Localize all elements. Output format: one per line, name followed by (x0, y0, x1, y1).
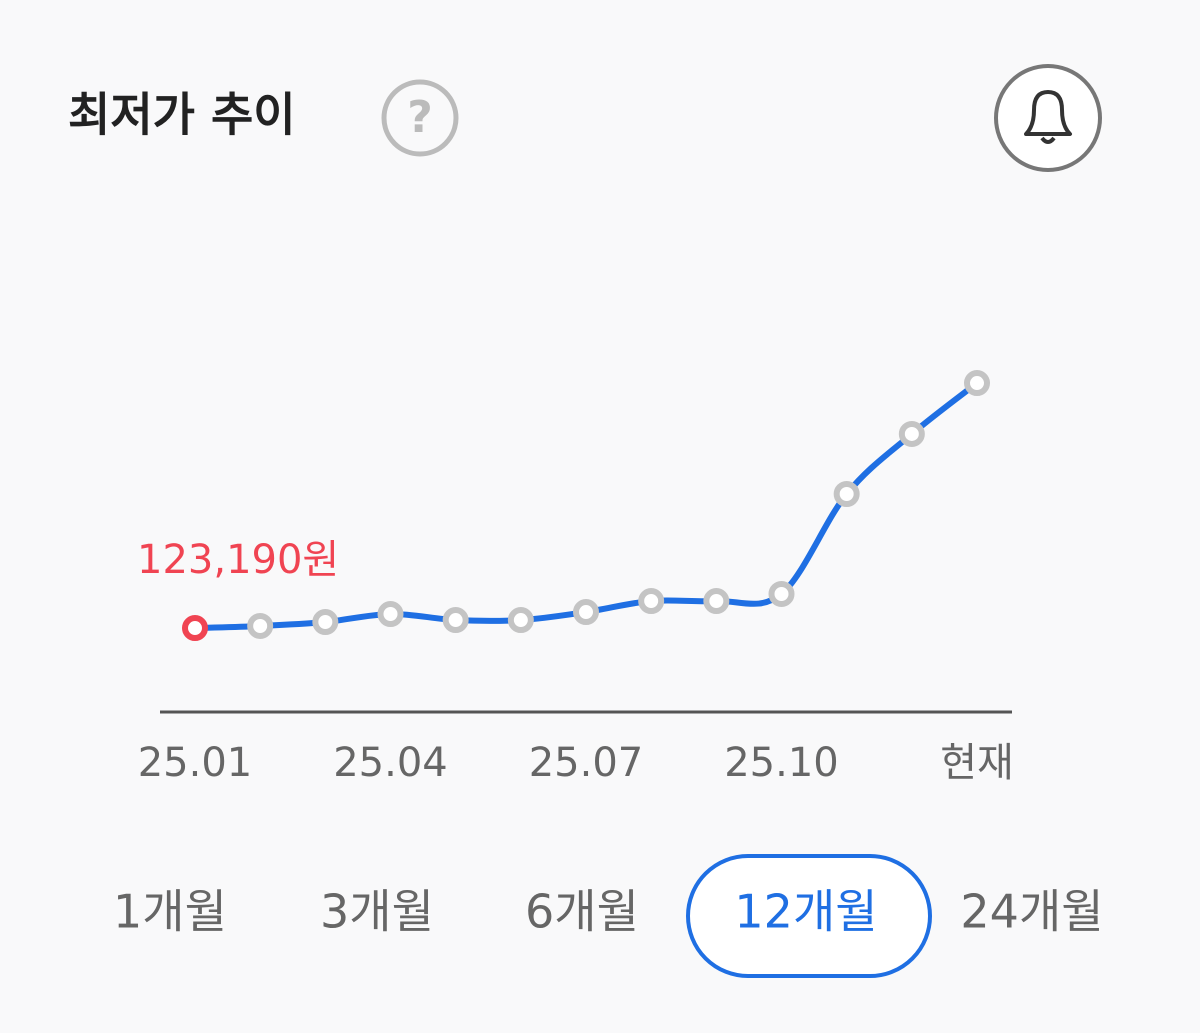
alert-circle[interactable] (994, 64, 1102, 172)
x-tick-label: 현재 (940, 740, 1014, 786)
alert-button[interactable] (994, 64, 1102, 172)
selected-period-pill[interactable] (686, 854, 932, 978)
x-tick-label: 25.07 (529, 740, 644, 786)
x-tick-label: 25.04 (333, 740, 448, 786)
x-tick-label: 25.01 (138, 740, 253, 786)
data-point (247, 612, 274, 639)
data-point (898, 420, 925, 447)
data-point (377, 601, 404, 628)
bell-icon[interactable] (1024, 90, 1072, 144)
value-label: 123,190원 (137, 537, 339, 583)
data-point (507, 607, 534, 634)
period-option[interactable]: 6개월 (525, 885, 639, 939)
title: 최저가 추이 (68, 88, 296, 142)
help-circle[interactable] (381, 79, 459, 157)
data-point (703, 588, 730, 615)
data-point (442, 607, 469, 634)
data-point (768, 580, 795, 607)
data-point (964, 370, 990, 397)
period-option[interactable]: 3개월 (320, 885, 434, 939)
period-option[interactable]: 12개월 (734, 885, 877, 939)
data-point (833, 481, 860, 508)
data-point (182, 615, 208, 642)
period-option[interactable]: 1개월 (113, 885, 227, 939)
data-point (312, 609, 339, 636)
x-tick-label: 25.10 (724, 740, 839, 786)
help-mark[interactable]: ? (407, 92, 433, 143)
help-icon[interactable]: ? (381, 79, 459, 157)
period-option[interactable]: 24개월 (960, 885, 1103, 939)
data-point (638, 588, 665, 615)
data-point (573, 599, 599, 626)
